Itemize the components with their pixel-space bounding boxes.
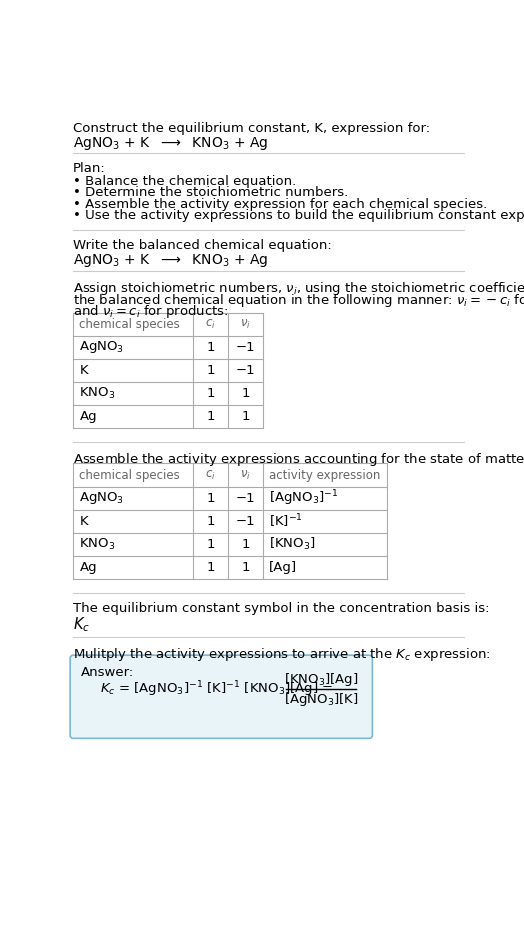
Text: the balanced chemical equation in the following manner: $\nu_i = -c_i$ for react: the balanced chemical equation in the fo… <box>73 291 524 308</box>
Text: Assemble the activity expressions accounting for the state of matter and $\nu_i$: Assemble the activity expressions accoun… <box>73 451 524 468</box>
Text: 1: 1 <box>206 538 215 550</box>
Text: −1: −1 <box>236 514 256 528</box>
Text: 1: 1 <box>242 410 250 423</box>
Text: AgNO$_3$: AgNO$_3$ <box>80 339 125 355</box>
Text: 1: 1 <box>206 363 215 377</box>
Text: $K_c$: $K_c$ <box>73 615 90 634</box>
Text: • Assemble the activity expression for each chemical species.: • Assemble the activity expression for e… <box>73 197 487 211</box>
Text: • Determine the stoichiometric numbers.: • Determine the stoichiometric numbers. <box>73 186 348 199</box>
Text: $\nu_i$: $\nu_i$ <box>241 469 251 481</box>
Text: AgNO$_3$ + K  $\longrightarrow$  KNO$_3$ + Ag: AgNO$_3$ + K $\longrightarrow$ KNO$_3$ +… <box>73 135 269 152</box>
Text: KNO$_3$: KNO$_3$ <box>80 386 116 400</box>
Text: [AgNO$_3$][K]: [AgNO$_3$][K] <box>284 691 358 708</box>
Text: 1: 1 <box>206 514 215 528</box>
Text: −1: −1 <box>236 363 256 377</box>
Text: 1: 1 <box>242 561 250 574</box>
Text: [Ag]: [Ag] <box>269 561 298 574</box>
Text: −1: −1 <box>236 492 256 505</box>
Text: chemical species: chemical species <box>80 469 180 481</box>
Text: K: K <box>80 363 88 377</box>
Text: AgNO$_3$ + K  $\longrightarrow$  KNO$_3$ + Ag: AgNO$_3$ + K $\longrightarrow$ KNO$_3$ +… <box>73 252 269 270</box>
Text: $c_i$: $c_i$ <box>205 469 216 481</box>
Text: Answer:: Answer: <box>81 666 134 679</box>
FancyBboxPatch shape <box>70 655 373 738</box>
Text: [AgNO$_3$]$^{-1}$: [AgNO$_3$]$^{-1}$ <box>269 489 339 508</box>
Text: chemical species: chemical species <box>80 318 180 330</box>
Text: The equilibrium constant symbol in the concentration basis is:: The equilibrium constant symbol in the c… <box>73 602 490 615</box>
Text: $\nu_i$: $\nu_i$ <box>241 318 251 330</box>
Text: KNO$_3$: KNO$_3$ <box>80 537 116 552</box>
Text: • Balance the chemical equation.: • Balance the chemical equation. <box>73 175 297 188</box>
Text: [K]$^{-1}$: [K]$^{-1}$ <box>269 512 303 530</box>
Text: $c_i$: $c_i$ <box>205 318 216 330</box>
Text: Ag: Ag <box>80 561 97 574</box>
Text: Construct the equilibrium constant, K, expression for:: Construct the equilibrium constant, K, e… <box>73 121 430 135</box>
Text: −1: −1 <box>236 341 256 354</box>
Text: 1: 1 <box>206 561 215 574</box>
Text: 1: 1 <box>242 387 250 400</box>
Text: and $\nu_i = c_i$ for products:: and $\nu_i = c_i$ for products: <box>73 304 229 321</box>
Text: 1: 1 <box>206 410 215 423</box>
Text: Ag: Ag <box>80 410 97 423</box>
Text: Write the balanced chemical equation:: Write the balanced chemical equation: <box>73 239 332 252</box>
Text: Mulitply the activity expressions to arrive at the $K_c$ expression:: Mulitply the activity expressions to arr… <box>73 646 491 663</box>
Text: Assign stoichiometric numbers, $\nu_i$, using the stoichiometric coefficients, $: Assign stoichiometric numbers, $\nu_i$, … <box>73 280 524 297</box>
Text: 1: 1 <box>206 341 215 354</box>
Text: • Use the activity expressions to build the equilibrium constant expression.: • Use the activity expressions to build … <box>73 210 524 222</box>
Text: 1: 1 <box>242 538 250 550</box>
Text: 1: 1 <box>206 387 215 400</box>
Text: AgNO$_3$: AgNO$_3$ <box>80 490 125 506</box>
Text: K: K <box>80 514 88 528</box>
Text: activity expression: activity expression <box>269 469 381 481</box>
Text: Plan:: Plan: <box>73 162 106 176</box>
Text: [KNO$_3$]: [KNO$_3$] <box>269 536 316 552</box>
Text: 1: 1 <box>206 492 215 505</box>
Text: [KNO$_3$][Ag]: [KNO$_3$][Ag] <box>284 671 358 688</box>
Text: $K_c$ = [AgNO$_3$]$^{-1}$ [K]$^{-1}$ [KNO$_3$][Ag] =: $K_c$ = [AgNO$_3$]$^{-1}$ [K]$^{-1}$ [KN… <box>101 679 334 698</box>
